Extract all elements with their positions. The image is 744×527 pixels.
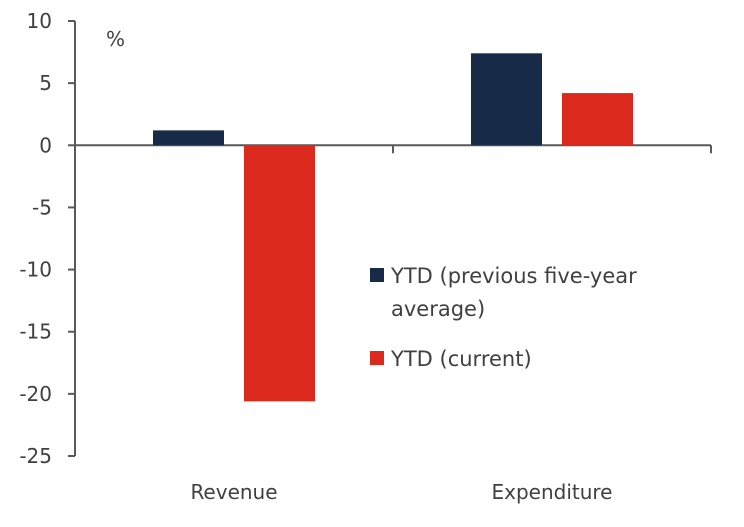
legend-label: YTD (previous five-year <box>390 264 637 288</box>
y-unit-label: % <box>106 27 125 51</box>
legend-label: average) <box>391 297 485 321</box>
bars <box>153 53 633 402</box>
y-tick-label: 5 <box>39 71 52 95</box>
bar <box>244 145 315 402</box>
legend-swatch <box>370 268 384 282</box>
legend-swatch <box>370 351 384 365</box>
legend-label: YTD (current) <box>390 347 532 371</box>
bar <box>153 130 224 146</box>
y-tick-label: -20 <box>19 382 52 406</box>
bar <box>471 53 542 146</box>
x-tick-label: Revenue <box>190 480 277 504</box>
legend: YTD (previous five-year average) YTD (curr… <box>370 264 637 371</box>
bar <box>562 93 633 146</box>
y-tick-label: 0 <box>39 133 52 157</box>
x-tick-label: Expenditure <box>491 480 612 504</box>
y-tick-label: -5 <box>32 195 52 219</box>
axes: 10 5 0 -5 -10 -15 -20 -25 Revenue Expenditure <box>19 9 712 504</box>
y-tick-label: 10 <box>27 9 52 33</box>
y-tick-label: -15 <box>19 320 52 344</box>
y-tick-label: -10 <box>19 258 52 282</box>
y-tick-label: -25 <box>19 444 52 468</box>
